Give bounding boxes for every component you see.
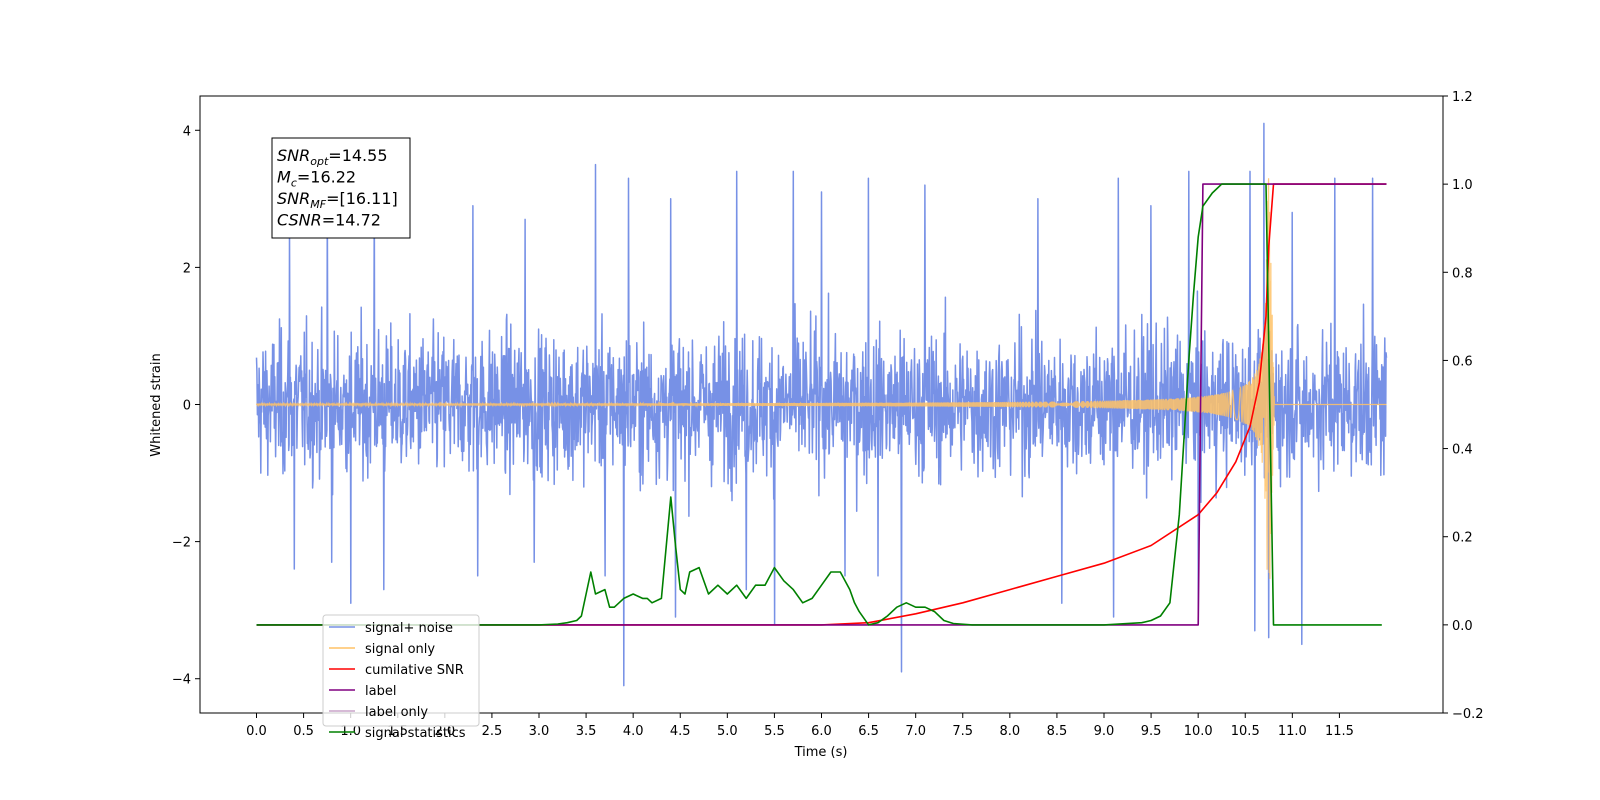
y2-tick-label: 0.0 (1452, 619, 1473, 634)
y-axis-label: Whitened strain (149, 353, 164, 456)
legend-label-signal-only: signal only (365, 642, 435, 657)
legend-frame (322, 614, 480, 727)
annotation-line: SNRMF=[16.11] (277, 189, 398, 211)
x-axis-label: Time (s) (794, 745, 848, 760)
legend-label-signal-noise: signal+ noise (365, 621, 453, 636)
series-signal-noise (255, 122, 1388, 687)
y2-tick-label: 0.2 (1452, 531, 1473, 546)
y-tick-label: −4 (172, 673, 191, 688)
annotation-line: SNRopt=14.55 (277, 146, 388, 168)
y2-tick-label: 1.2 (1452, 90, 1473, 105)
y2-tick-label: 0.6 (1452, 354, 1473, 369)
y2-tick-label: −0.2 (1452, 707, 1484, 722)
x-tick-label: 0.0 (246, 724, 267, 739)
x-tick-label: 10.5 (1231, 724, 1260, 739)
series-layer (255, 122, 1388, 687)
annotation-line: Mc=16.22 (277, 168, 356, 190)
legend: signal+ noise signal only cumilative SNR la… (322, 614, 480, 741)
x-tick-label: 4.0 (623, 724, 644, 739)
series-signal-only (255, 178, 1387, 579)
x-tick-label: 3.0 (529, 724, 550, 739)
x-tick-label: 11.0 (1278, 724, 1307, 739)
x-tick-label: 0.5 (293, 724, 314, 739)
x-tick-label: 11.5 (1325, 724, 1354, 739)
x-tick-label: 7.0 (905, 724, 926, 739)
x-tick-label: 2.0 (434, 724, 455, 739)
x-tick-label: 8.5 (1047, 724, 1068, 739)
series-label (256, 183, 1387, 626)
x-tick-label: 9.0 (1094, 724, 1115, 739)
legend-label-label: label (365, 684, 396, 699)
annotation-line: CSNR=14.72 (277, 211, 381, 230)
legend-label-label-only: label only (365, 705, 428, 720)
x-tick-label: 2.5 (482, 724, 503, 739)
annotation-box: SNRopt=14.55Mc=16.22SNRMF=[16.11]CSNR=14… (271, 137, 411, 239)
axes-layer: 0.0 0.5 1.0 1.5 2.0 2.5 3.0 3.5 4.0 4.5 5.0 5.5 6.0 6… (172, 90, 1484, 739)
x-tick-label: 10.0 (1184, 724, 1213, 739)
y-tick-label: 2 (183, 261, 191, 276)
legend-label-cumilative-snr: cumilative SNR (365, 663, 464, 678)
x-tick-label: 5.5 (764, 724, 785, 739)
y2-tick-label: 1.0 (1452, 178, 1473, 193)
x-tick-label: 5.0 (717, 724, 738, 739)
x-tick-label: 6.5 (858, 724, 879, 739)
x-tick-label: 1.5 (387, 724, 408, 739)
y-tick-label: −2 (172, 536, 191, 551)
x-tick-label: 4.5 (670, 724, 691, 739)
x-tick-label: 6.0 (811, 724, 832, 739)
x-tick-label: 8.0 (999, 724, 1020, 739)
series-cumilative-snr (256, 183, 1387, 626)
series-signal-statistics (256, 183, 1382, 626)
y-tick-label: 4 (183, 124, 191, 139)
x-tick-label: 9.5 (1141, 724, 1162, 739)
y2-tick-label: 0.8 (1452, 266, 1473, 281)
y-tick-label: 0 (183, 399, 191, 414)
x-tick-label: 3.5 (576, 724, 597, 739)
y2-tick-label: 0.4 (1452, 443, 1473, 458)
x-tick-label: 7.5 (952, 724, 973, 739)
legend-label-signal-statistics: signal statistics (365, 726, 466, 741)
annotation-frame (271, 137, 411, 239)
